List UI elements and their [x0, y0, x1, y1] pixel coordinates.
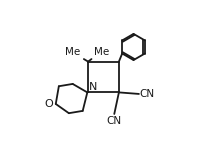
Text: CN: CN [106, 116, 121, 126]
Text: O: O [44, 99, 53, 109]
Text: N: N [89, 82, 97, 92]
Text: CN: CN [139, 89, 154, 99]
Text: Me: Me [65, 47, 80, 57]
Text: Me: Me [94, 47, 109, 57]
